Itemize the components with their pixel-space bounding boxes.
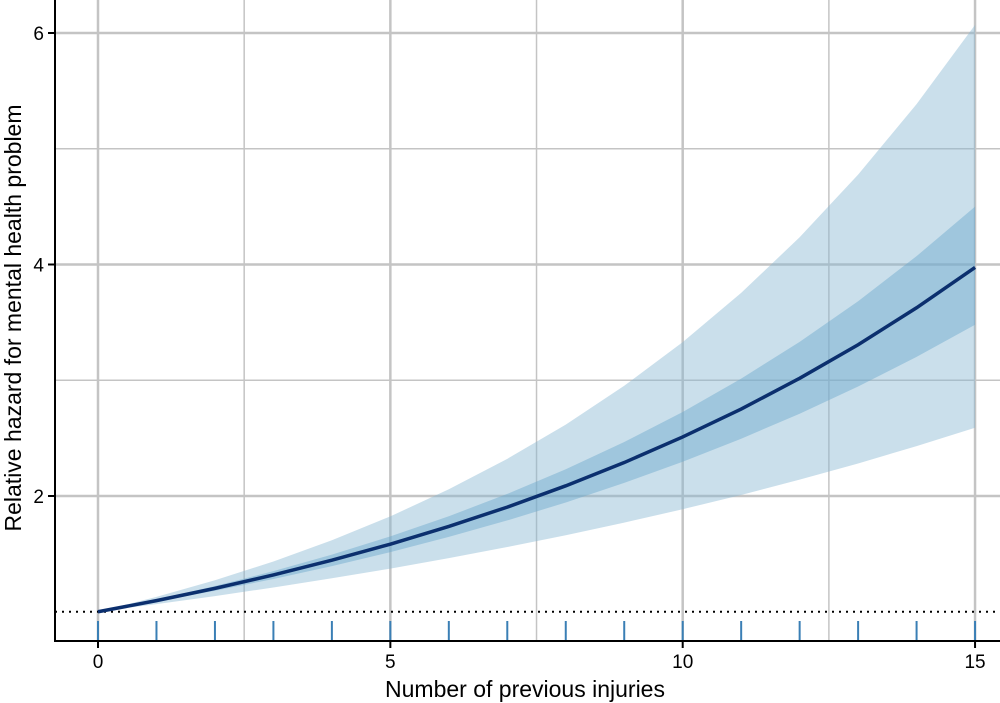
x-tick-label: 15	[964, 652, 985, 673]
x-tick-label: 10	[672, 652, 693, 673]
rug	[97, 621, 977, 641]
tick-labels: 0 5 10 15 2 4 6	[33, 24, 985, 673]
axes	[48, 0, 1000, 648]
x-tick-label: 5	[385, 652, 396, 673]
y-tick-label: 2	[33, 487, 44, 508]
inner-confidence-band	[98, 206, 976, 612]
x-tick-label: 0	[93, 652, 104, 673]
y-tick-label: 6	[33, 24, 44, 45]
y-axis-label: Relative hazard for mental health proble…	[0, 104, 26, 531]
x-axis-label: Number of previous injuries	[385, 676, 665, 702]
hazard-curve	[97, 265, 977, 614]
outer-confidence-band	[98, 24, 976, 612]
y-tick-label: 4	[33, 256, 44, 277]
series	[97, 265, 977, 614]
grid	[55, 0, 1000, 641]
bands	[98, 24, 976, 612]
